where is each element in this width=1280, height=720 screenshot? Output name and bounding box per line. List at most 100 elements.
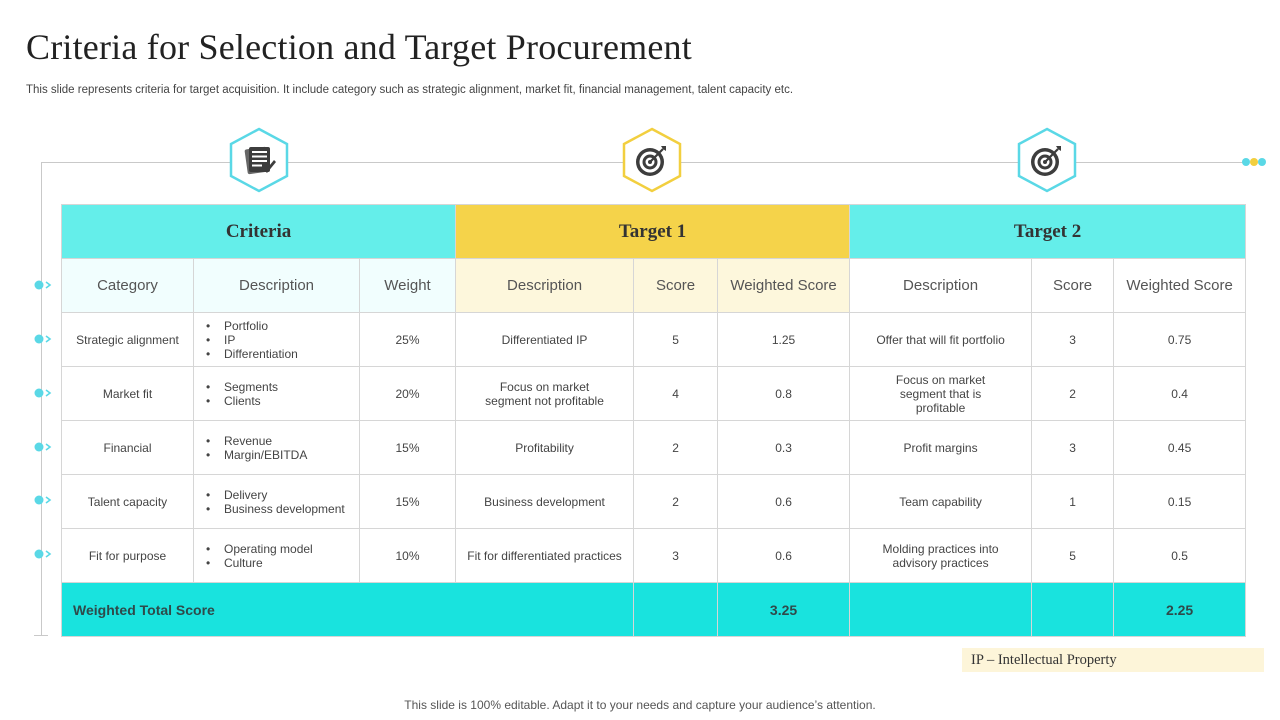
t1-weighted-score-cell: 0.6 (717, 474, 851, 529)
description-cell: Segments Clients (193, 366, 360, 421)
list-item: IP (202, 333, 298, 347)
row-marker (34, 334, 54, 344)
t1-description-cell: Profitability (455, 420, 635, 475)
weight-cell: 15% (358, 420, 457, 475)
row-marker (34, 280, 54, 290)
t2-weighted-score-cell: 0.15 (1113, 474, 1247, 529)
total-t1-weighted-score: 3.25 (717, 582, 851, 637)
list-item: Portfolio (202, 319, 298, 333)
total-row: Weighted Total Score 3.25 2.25 (60, 582, 1247, 637)
t1-score-cell: 5 (633, 312, 719, 367)
header-target-2: Target 2 (849, 204, 1247, 259)
description-list: Delivery Business development (202, 488, 345, 516)
category-cell: Market fit (61, 366, 194, 421)
description-list: Segments Clients (202, 380, 278, 408)
description-list: Portfolio IP Differentiation (202, 319, 298, 361)
table-row: Strategic alignment Portfolio IP Differe… (61, 312, 1247, 367)
subheader-t1-description: Description (455, 258, 635, 313)
t1-description-cell: Focus on market segment not profitable (455, 366, 635, 421)
subheader-t2-description: Description (849, 258, 1033, 313)
t1-description-cell: Business development (455, 474, 635, 529)
row-marker (34, 549, 54, 559)
total-t1-score-empty (633, 582, 719, 637)
t2-description-cell: Focus on market segment that is profitab… (849, 366, 1033, 421)
header-criteria: Criteria (60, 204, 457, 259)
abbreviation-legend: IP – Intellectual Property (962, 648, 1264, 672)
subheader-t1-weighted-score: Weighted Score (717, 258, 851, 313)
t1-weighted-score-cell: 1.25 (717, 312, 851, 367)
description-cell: Delivery Business development (193, 474, 360, 529)
t2-description-cell: Profit margins (849, 420, 1033, 475)
list-item: Segments (202, 380, 278, 394)
category-cell: Talent capacity (61, 474, 194, 529)
t1-score-cell: 2 (633, 420, 719, 475)
list-item: Culture (202, 556, 313, 570)
document-list-icon (228, 127, 290, 193)
connector-line-vertical (41, 162, 42, 636)
t1-description-cell: Fit for differentiated practices (455, 528, 635, 583)
subheader-t2-weighted-score: Weighted Score (1113, 258, 1247, 313)
list-item: Delivery (202, 488, 345, 502)
target-icon (621, 127, 683, 193)
table-row: Financial Revenue Margin/EBITDA 15% Prof… (61, 420, 1247, 475)
list-item: Operating model (202, 542, 313, 556)
table-row: Fit for purpose Operating model Culture … (61, 528, 1247, 583)
t2-score-cell: 2 (1031, 366, 1115, 421)
description-cell: Revenue Margin/EBITDA (193, 420, 360, 475)
t1-score-cell: 3 (633, 528, 719, 583)
t2-score-cell: 5 (1031, 528, 1115, 583)
t2-score-cell: 1 (1031, 474, 1115, 529)
subheader-weight: Weight (358, 258, 457, 313)
description-list: Operating model Culture (202, 542, 313, 570)
footer-note: This slide is 100% editable. Adapt it to… (404, 698, 876, 712)
total-label: Weighted Total Score (60, 582, 635, 637)
t2-weighted-score-cell: 0.4 (1113, 366, 1247, 421)
header-target-1: Target 1 (455, 204, 851, 259)
t1-score-cell: 4 (633, 366, 719, 421)
category-cell: Fit for purpose (61, 528, 194, 583)
list-item: Revenue (202, 434, 307, 448)
t2-description-cell: Offer that will fit portfolio (849, 312, 1033, 367)
list-item: Margin/EBITDA (202, 448, 307, 462)
t1-weighted-score-cell: 0.3 (717, 420, 851, 475)
target-icon (1016, 127, 1078, 193)
subheader-t2-score: Score (1031, 258, 1115, 313)
category-cell: Strategic alignment (61, 312, 194, 367)
criteria-table: Criteria Target 1 Target 2 Category Desc… (60, 204, 1247, 637)
t1-description-cell: Differentiated IP (455, 312, 635, 367)
page-title: Criteria for Selection and Target Procur… (26, 27, 692, 67)
row-marker (34, 388, 54, 398)
description-cell: Operating model Culture (193, 528, 360, 583)
t2-description-cell: Team capability (849, 474, 1033, 529)
subheader-t1-score: Score (633, 258, 719, 313)
weight-cell: 15% (358, 474, 457, 529)
t2-score-cell: 3 (1031, 420, 1115, 475)
t1-weighted-score-cell: 0.8 (717, 366, 851, 421)
description-cell: Portfolio IP Differentiation (193, 312, 360, 367)
t1-score-cell: 2 (633, 474, 719, 529)
page-subtitle: This slide represents criteria for targe… (26, 84, 794, 96)
weight-cell: 25% (358, 312, 457, 367)
t2-weighted-score-cell: 0.45 (1113, 420, 1247, 475)
total-t2-score-empty (1031, 582, 1115, 637)
table-row: Market fit Segments Clients 20% Focus on… (61, 366, 1247, 421)
weight-cell: 20% (358, 366, 457, 421)
total-t2-weighted-score: 2.25 (1113, 582, 1247, 637)
weight-cell: 10% (358, 528, 457, 583)
total-t2-description-empty (849, 582, 1033, 637)
connector-end-dots (1242, 158, 1268, 166)
t2-weighted-score-cell: 0.75 (1113, 312, 1247, 367)
row-marker (34, 495, 54, 505)
connector-line-foot (34, 635, 48, 636)
t2-description-cell: Molding practices into advisory practice… (849, 528, 1033, 583)
list-item: Business development (202, 502, 345, 516)
subheader-category: Category (61, 258, 194, 313)
row-marker (34, 442, 54, 452)
table-row: Talent capacity Delivery Business develo… (61, 474, 1247, 529)
subheader-description: Description (193, 258, 360, 313)
list-item: Differentiation (202, 347, 298, 361)
t2-weighted-score-cell: 0.5 (1113, 528, 1247, 583)
t2-score-cell: 3 (1031, 312, 1115, 367)
category-cell: Financial (61, 420, 194, 475)
list-item: Clients (202, 394, 278, 408)
